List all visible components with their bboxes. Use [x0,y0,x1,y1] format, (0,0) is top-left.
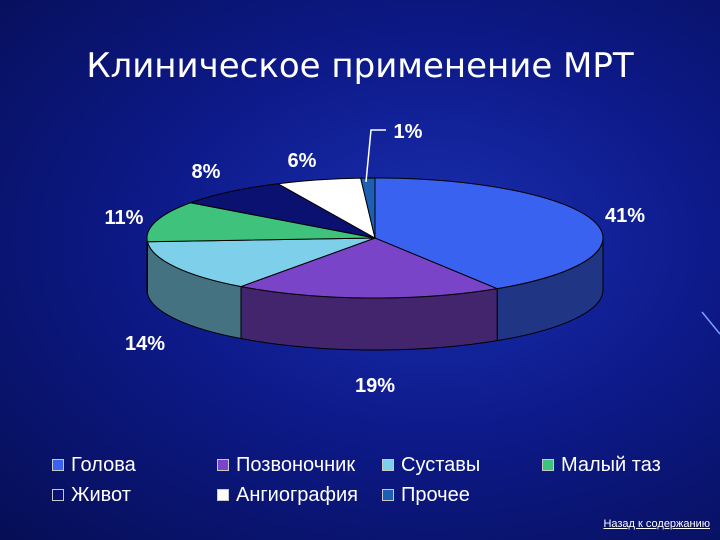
data-label-2: 19% [355,375,395,397]
back-to-contents-link[interactable]: Назад к содержанию [603,518,710,530]
pie-slice-2 [239,237,499,299]
pie-slice-1 [374,177,604,290]
data-label-5: 8% [192,161,221,183]
legend-label-6: Ангиография [236,483,358,506]
data-label-1: 41% [605,205,645,227]
data-label-6: 6% [288,150,317,172]
pie-slice-4 [146,202,376,243]
legend-item-5: Живот [52,482,217,508]
legend-swatch-3 [382,459,394,471]
legend-item-4: Малый таз [542,452,692,478]
legend-swatch-7 [382,489,394,501]
legend-label-5: Живот [71,483,131,506]
data-label-7: 1% [394,121,423,143]
pie-slice-7 [360,177,376,239]
slide-title: Клиническое применение МРТ [86,46,634,86]
legend-label-3: Суставы [401,453,481,476]
pie-slice-3 [146,237,376,288]
legend-swatch-6 [217,489,229,501]
legend-swatch-1 [52,459,64,471]
chart-legend: Голова Позвоночник Суставы Малый таз Живот Ан… [52,452,692,508]
legend-swatch-5 [52,489,64,501]
legend-label-2: Позвоночник [236,453,356,476]
legend-item-7: Прочее [382,482,542,508]
data-label-4: 11% [105,207,144,229]
legend-label-1: Голова [71,453,136,476]
pie-slice-5 [188,183,376,239]
legend-swatch-2 [217,459,229,471]
legend-item-1: Голова [52,452,217,478]
leader-line [365,129,386,183]
legend-label-4: Малый таз [561,453,661,476]
legend-swatch-4 [542,459,554,471]
legend-label-7: Прочее [401,483,470,506]
data-label-3: 14% [125,333,165,355]
legend-item-3: Суставы [382,452,542,478]
legend-item-6: Ангиография [217,482,382,508]
decorative-line [701,311,720,335]
legend-item-2: Позвоночник [217,452,382,478]
